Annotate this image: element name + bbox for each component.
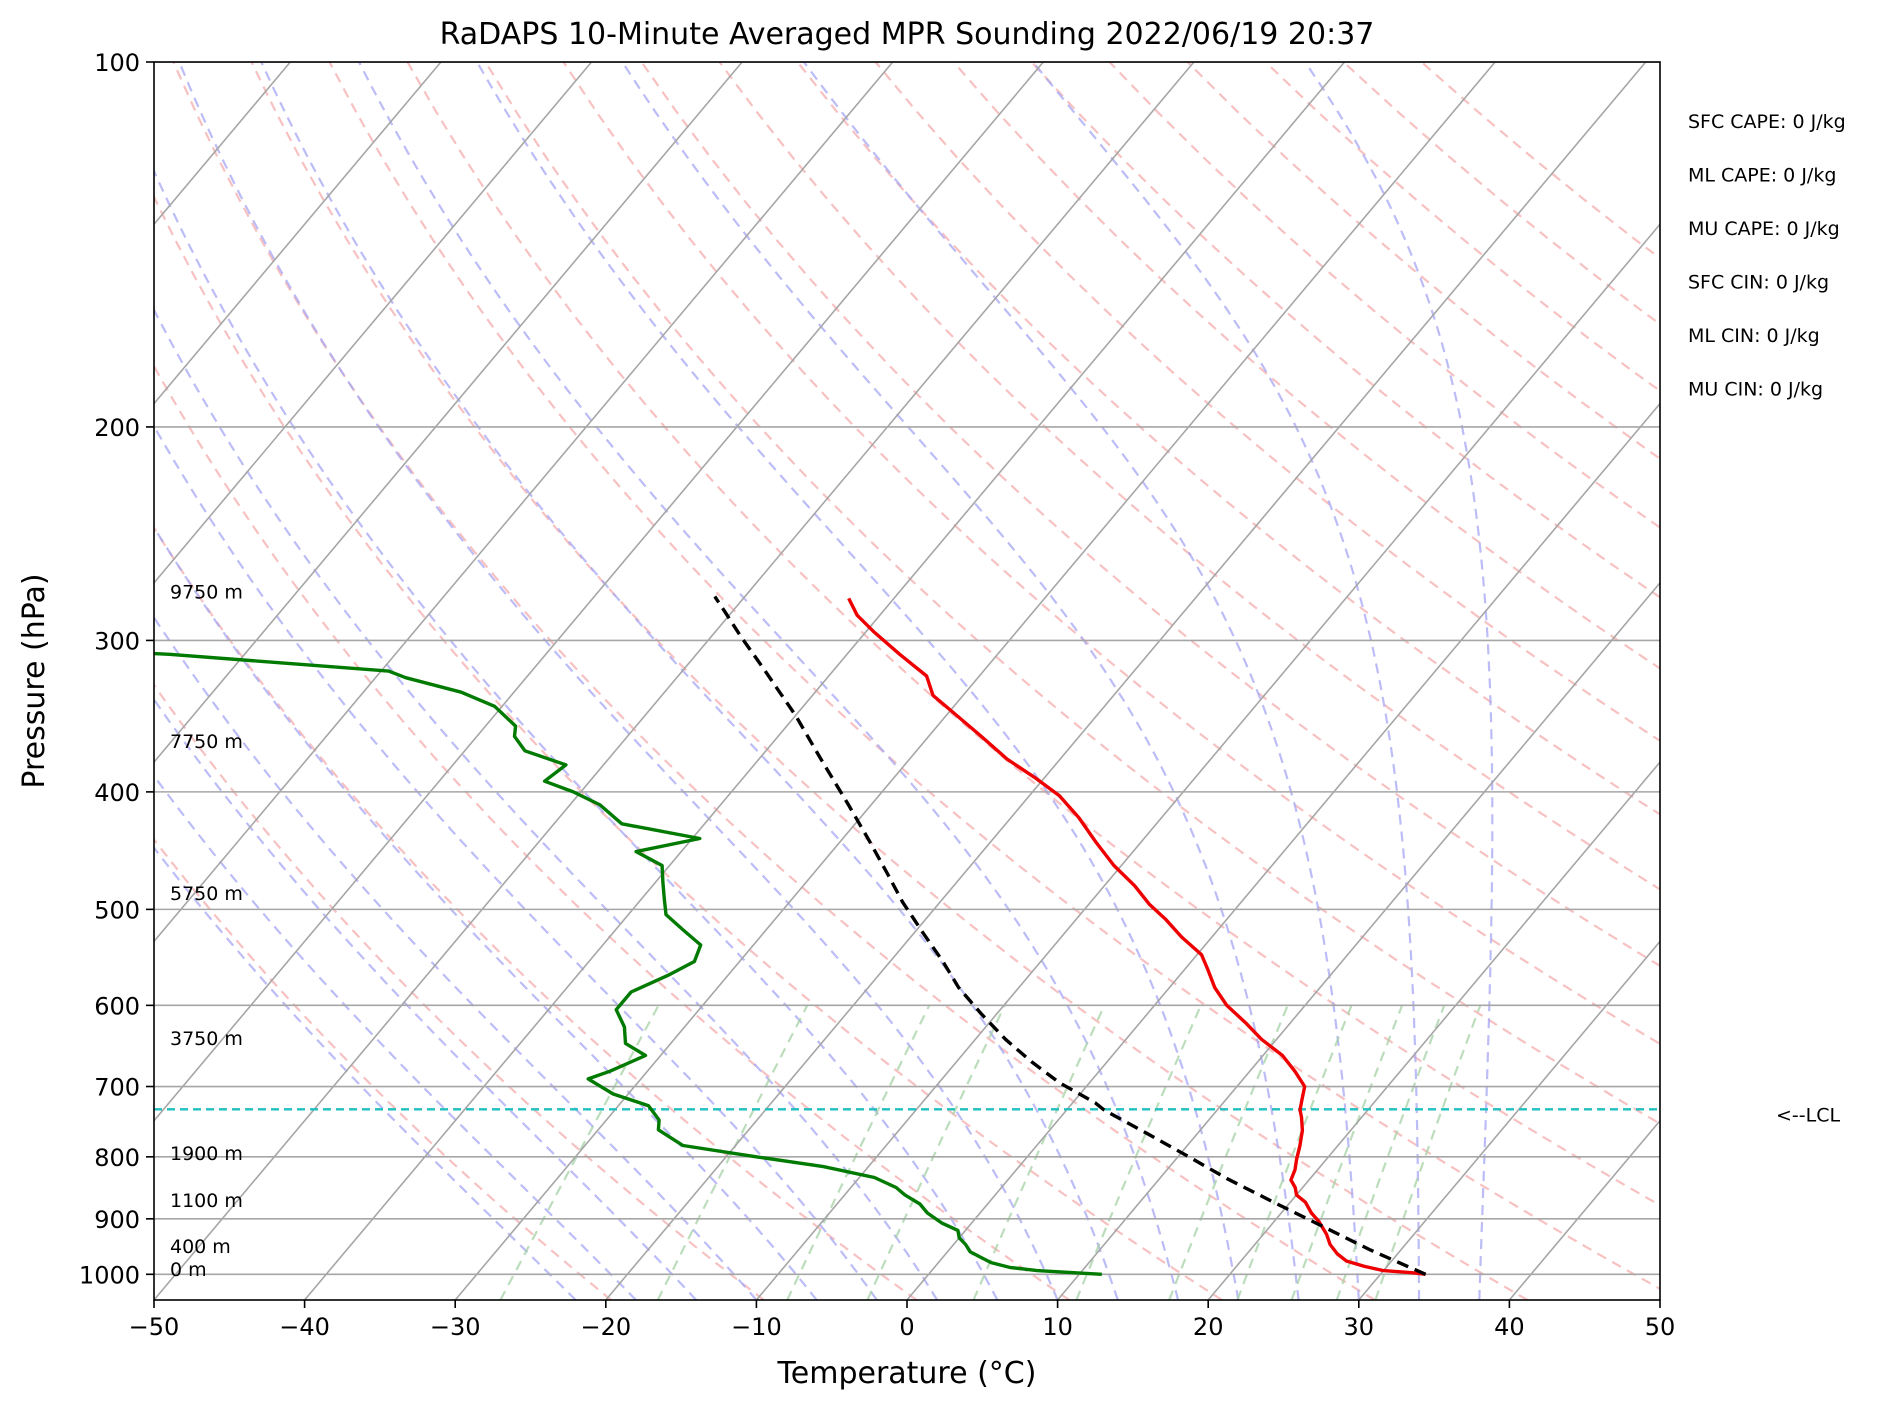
moist-adiabat (1304, 62, 1494, 1300)
parameter-item: MU CIN: 0 J/kg (1688, 379, 1823, 401)
y-tick-label: 300 (94, 627, 140, 655)
moist-adiabat (621, 62, 1300, 1300)
height-label: 5750 m (170, 883, 243, 905)
moist-adiabat (476, 62, 1240, 1300)
moist-adiabat (154, 168, 999, 1300)
isotherm (154, 62, 593, 585)
isotherm (154, 62, 442, 405)
height-label: 3750 m (170, 1028, 243, 1050)
moist-adiabat (1032, 62, 1421, 1300)
height-label: 400 m (170, 1236, 231, 1258)
isotherm (154, 62, 894, 943)
x-tick-label: −20 (580, 1313, 631, 1341)
chart-title: RaDAPS 10-Minute Averaged MPR Sounding 2… (440, 17, 1375, 52)
moist-adiabat (803, 62, 1360, 1300)
height-labels: 9750 m 7750 m 5750 m 3750 m 1900 m 1100 m 400 … (170, 581, 243, 1280)
x-tick-label: 20 (1193, 1313, 1224, 1341)
x-tick-label: 50 (1645, 1313, 1676, 1341)
dry-adiabat (562, 62, 1660, 1046)
isotherm (1358, 940, 1660, 1300)
parameter-item: SFC CIN: 0 J/kg (1688, 272, 1829, 294)
background-lines (154, 62, 1660, 1300)
moist-adiabat (178, 62, 1059, 1300)
dry-adiabat (484, 62, 1660, 1125)
y-tick-label: 500 (94, 896, 140, 924)
height-label: 1100 m (170, 1190, 243, 1212)
mixing-ratio-line (499, 1004, 660, 1300)
x-tick-label: 10 (1042, 1313, 1073, 1341)
mixing-ratio-line (1075, 1004, 1202, 1300)
x-tick-label: 0 (899, 1313, 914, 1341)
mixing-ratio-line (866, 1004, 1006, 1300)
isotherm (154, 62, 1044, 1122)
parameter-item: ML CIN: 0 J/kg (1688, 325, 1820, 347)
parcel-profile (713, 595, 1427, 1276)
x-axis-ticks: −50 −40 −30 −20 −10 0 10 20 30 40 50 (129, 1300, 1676, 1341)
isotherm (154, 62, 743, 764)
dry-adiabat (406, 62, 1660, 1207)
y-tick-label: 900 (94, 1206, 140, 1234)
isotherm (755, 223, 1660, 1300)
dry-adiabat (154, 525, 918, 1300)
moist-adiabat (154, 845, 577, 1300)
y-axis-ticks: 100 200 300 400 500 600 700 800 900 1000 (79, 49, 154, 1289)
x-axis-label: Temperature (°C) (777, 1356, 1037, 1391)
isotherm (605, 62, 1647, 1300)
y-tick-label: 600 (94, 992, 140, 1020)
parameter-list: SFC CAPE: 0 J/kg ML CAPE: 0 J/kg MU CAPE: … (1688, 111, 1846, 401)
parameter-item: ML CAPE: 0 J/kg (1688, 165, 1836, 187)
y-tick-label: 200 (94, 414, 140, 442)
y-tick-label: 800 (94, 1144, 140, 1172)
y-tick-label: 700 (94, 1074, 140, 1102)
x-tick-label: −40 (279, 1313, 330, 1341)
x-tick-label: 40 (1494, 1313, 1525, 1341)
height-label: 7750 m (170, 731, 243, 753)
x-tick-label: −30 (430, 1313, 481, 1341)
parameter-item: SFC CAPE: 0 J/kg (1688, 111, 1846, 133)
isotherm (454, 62, 1496, 1300)
moist-adiabat (154, 697, 697, 1300)
isotherm (1207, 760, 1660, 1300)
x-tick-label: −10 (731, 1313, 782, 1341)
dry-adiabat (154, 683, 765, 1300)
dry-adiabat (718, 62, 1660, 891)
x-tick-label: −50 (129, 1313, 180, 1341)
x-tick-label: 30 (1344, 1313, 1375, 1341)
dry-adiabat (154, 837, 612, 1300)
lcl-label: <--LCL (1776, 1104, 1840, 1126)
height-label: 0 m (170, 1259, 207, 1281)
moist-adiabat (154, 307, 939, 1300)
mixing-ratio-line (1236, 1004, 1353, 1300)
mixing-ratio-line (1290, 1005, 1404, 1300)
parameter-item: MU CAPE: 0 J/kg (1688, 218, 1840, 240)
isotherm (303, 62, 1346, 1300)
dry-adiabat (874, 62, 1660, 743)
y-axis-label: Pressure (hPa) (17, 573, 52, 788)
y-tick-label: 1000 (79, 1261, 140, 1289)
dry-adiabat (952, 62, 1660, 670)
isotherm (154, 62, 1195, 1300)
mixing-ratio-line (656, 1004, 809, 1300)
y-tick-label: 100 (94, 49, 140, 77)
dry-adiabat (172, 62, 1376, 1300)
dry-adiabat (154, 194, 1223, 1300)
isotherm (1056, 581, 1660, 1300)
moist-adiabat (154, 424, 878, 1300)
dry-adiabat (154, 363, 1071, 1300)
moist-adiabat (154, 525, 818, 1300)
moist-adiabat (154, 774, 637, 1300)
moist-adiabat (358, 62, 1180, 1300)
sounding-traces (154, 595, 1660, 1276)
height-label: 9750 m (170, 581, 243, 603)
mixing-ratio-line (1374, 1005, 1482, 1300)
height-label: 1900 m (170, 1143, 243, 1165)
dewpoint-profile (154, 651, 1102, 1276)
y-tick-label: 400 (94, 779, 140, 807)
